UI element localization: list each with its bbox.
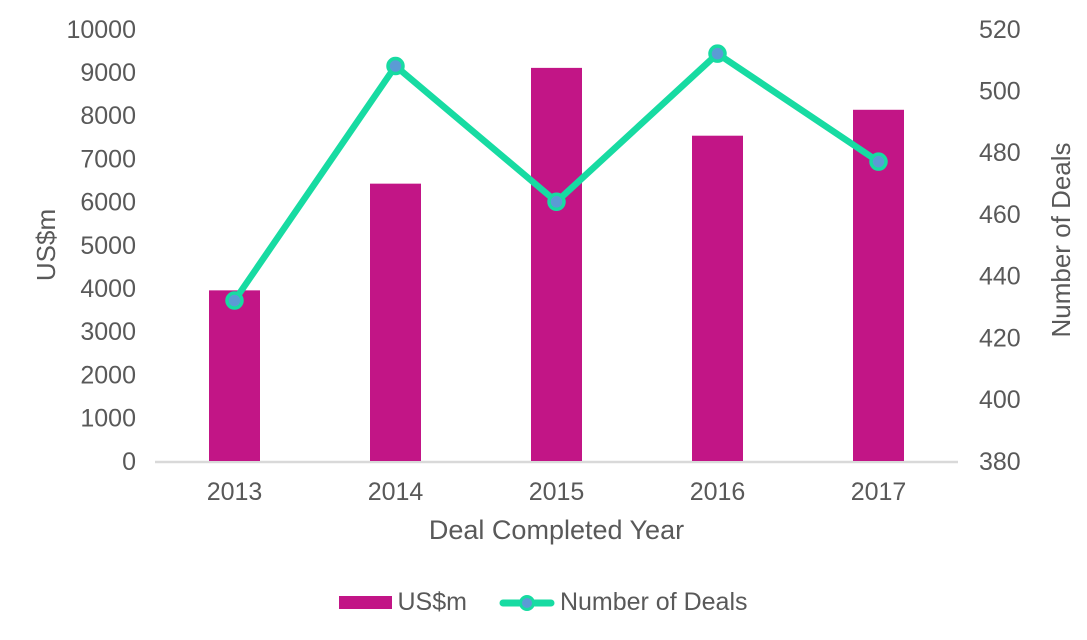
line-series-swatch-icon bbox=[499, 590, 555, 614]
y1-tick-label-4000: 4000 bbox=[80, 275, 136, 303]
x-tick-label-2016: 2016 bbox=[690, 478, 746, 506]
x-axis-title: Deal Completed Year bbox=[428, 515, 685, 545]
legend-item-usm: US$m bbox=[339, 585, 467, 619]
y1-tick-label-5000: 5000 bbox=[80, 232, 136, 260]
legend: US$m Number of Deals bbox=[0, 585, 1087, 619]
x-tick-label-2015: 2015 bbox=[529, 478, 585, 506]
legend-label-deals: Number of Deals bbox=[559, 588, 748, 616]
y2-tick-label-380: 380 bbox=[979, 448, 1021, 476]
y2-tick-label-460: 460 bbox=[979, 201, 1021, 229]
y2-tick-label-400: 400 bbox=[979, 386, 1021, 414]
y1-tick-label-9000: 9000 bbox=[80, 59, 136, 87]
bar-series-swatch-icon bbox=[339, 595, 393, 609]
x-tick-label-2017: 2017 bbox=[851, 478, 907, 506]
y2-tick-label-500: 500 bbox=[979, 77, 1021, 105]
line-marker-2015 bbox=[547, 192, 566, 212]
bar-2015 bbox=[531, 67, 582, 461]
line-marker-2016 bbox=[708, 44, 727, 63]
y1-tick-label-8000: 8000 bbox=[80, 102, 136, 130]
y1-tick-label-10000: 10000 bbox=[66, 16, 136, 44]
bar-2014 bbox=[370, 183, 421, 461]
y2-tick-label-520: 520 bbox=[979, 16, 1021, 44]
y1-tick-label-7000: 7000 bbox=[80, 145, 136, 173]
line-marker-2013 bbox=[225, 291, 244, 310]
legend-label-usm: US$m bbox=[397, 588, 467, 616]
legend-marker-icon bbox=[518, 595, 535, 611]
line-marker-2017 bbox=[869, 152, 888, 171]
line-marker-2014 bbox=[386, 56, 405, 76]
bar-2013 bbox=[209, 290, 260, 461]
bar-2016 bbox=[692, 135, 743, 462]
left-axis-title: US$m bbox=[31, 208, 61, 282]
x-tick-label-2013: 2013 bbox=[207, 478, 263, 506]
y2-tick-label-420: 420 bbox=[979, 324, 1021, 352]
x-tick-label-2014: 2014 bbox=[368, 478, 424, 506]
right-axis-title: Number of Deals bbox=[1046, 142, 1076, 338]
legend-item-deals: Number of Deals bbox=[499, 585, 748, 619]
y1-tick-label-0: 0 bbox=[122, 448, 136, 476]
y1-tick-label-1000: 1000 bbox=[80, 405, 136, 433]
y2-tick-label-480: 480 bbox=[979, 139, 1021, 167]
y2-tick-label-440: 440 bbox=[979, 263, 1021, 291]
y1-tick-label-2000: 2000 bbox=[80, 361, 136, 389]
y1-tick-label-6000: 6000 bbox=[80, 189, 136, 217]
y1-tick-label-3000: 3000 bbox=[80, 318, 136, 346]
